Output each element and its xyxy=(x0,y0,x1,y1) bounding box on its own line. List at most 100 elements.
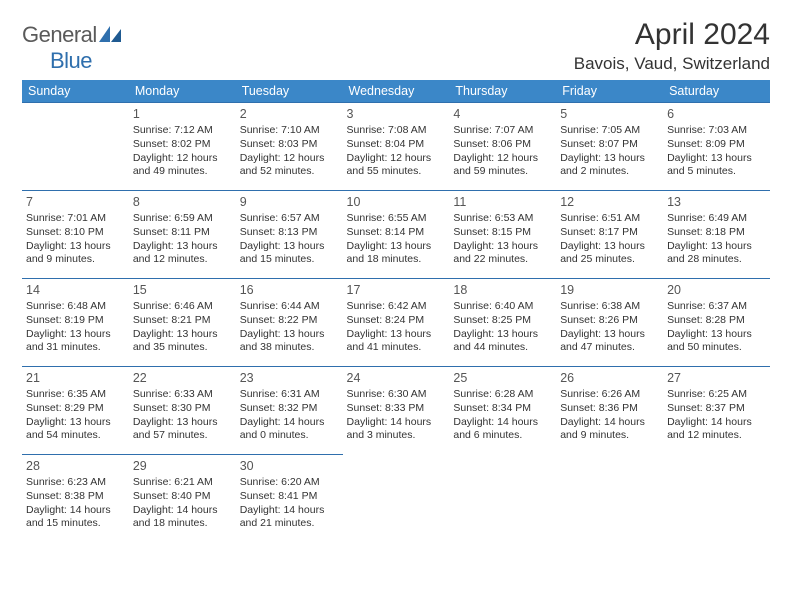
day-cell: 3Sunrise: 7:08 AMSunset: 8:04 PMDaylight… xyxy=(343,103,450,191)
sunset-line: Sunset: 8:09 PM xyxy=(667,138,766,152)
day-cell: 20Sunrise: 6:37 AMSunset: 8:28 PMDayligh… xyxy=(663,279,770,367)
day-number: 14 xyxy=(26,282,125,298)
daylight-line-2: and 49 minutes. xyxy=(133,165,232,179)
daylight-line-1: Daylight: 12 hours xyxy=(453,152,552,166)
daylight-line-2: and 52 minutes. xyxy=(240,165,339,179)
daylight-line-1: Daylight: 14 hours xyxy=(667,416,766,430)
daylight-line-2: and 12 minutes. xyxy=(133,253,232,267)
day-number: 23 xyxy=(240,370,339,386)
daylight-line-2: and 41 minutes. xyxy=(347,341,446,355)
sunrise-line: Sunrise: 6:42 AM xyxy=(347,300,446,314)
weekday-header-row: SundayMondayTuesdayWednesdayThursdayFrid… xyxy=(22,80,770,103)
daylight-line-2: and 44 minutes. xyxy=(453,341,552,355)
daylight-line-2: and 28 minutes. xyxy=(667,253,766,267)
sunset-line: Sunset: 8:24 PM xyxy=(347,314,446,328)
daylight-line-1: Daylight: 14 hours xyxy=(240,504,339,518)
daylight-line-2: and 6 minutes. xyxy=(453,429,552,443)
sunset-line: Sunset: 8:38 PM xyxy=(26,490,125,504)
day-number: 21 xyxy=(26,370,125,386)
sunset-line: Sunset: 8:29 PM xyxy=(26,402,125,416)
weekday-saturday: Saturday xyxy=(663,80,770,103)
daylight-line-1: Daylight: 13 hours xyxy=(560,328,659,342)
sunset-line: Sunset: 8:41 PM xyxy=(240,490,339,504)
daylight-line-2: and 15 minutes. xyxy=(240,253,339,267)
sunset-line: Sunset: 8:36 PM xyxy=(560,402,659,416)
sunrise-line: Sunrise: 6:40 AM xyxy=(453,300,552,314)
weekday-sunday: Sunday xyxy=(22,80,129,103)
daylight-line-2: and 15 minutes. xyxy=(26,517,125,531)
daylight-line-2: and 21 minutes. xyxy=(240,517,339,531)
daylight-line-1: Daylight: 13 hours xyxy=(667,328,766,342)
day-number: 8 xyxy=(133,194,232,210)
logo-text: GeneralBlue xyxy=(22,22,121,74)
month-title: April 2024 xyxy=(574,18,770,52)
daylight-line-2: and 9 minutes. xyxy=(560,429,659,443)
day-cell: 11Sunrise: 6:53 AMSunset: 8:15 PMDayligh… xyxy=(449,191,556,279)
weekday-monday: Monday xyxy=(129,80,236,103)
weekday-wednesday: Wednesday xyxy=(343,80,450,103)
day-cell: 9Sunrise: 6:57 AMSunset: 8:13 PMDaylight… xyxy=(236,191,343,279)
day-cell: 6Sunrise: 7:03 AMSunset: 8:09 PMDaylight… xyxy=(663,103,770,191)
sunset-line: Sunset: 8:10 PM xyxy=(26,226,125,240)
sunset-line: Sunset: 8:15 PM xyxy=(453,226,552,240)
daylight-line-2: and 9 minutes. xyxy=(26,253,125,267)
title-block: April 2024 Bavois, Vaud, Switzerland xyxy=(574,18,770,74)
sunrise-line: Sunrise: 7:03 AM xyxy=(667,124,766,138)
daylight-line-1: Daylight: 13 hours xyxy=(453,328,552,342)
day-number: 30 xyxy=(240,458,339,474)
daylight-line-2: and 47 minutes. xyxy=(560,341,659,355)
daylight-line-1: Daylight: 13 hours xyxy=(133,416,232,430)
daylight-line-1: Daylight: 14 hours xyxy=(240,416,339,430)
logo-word-2: Blue xyxy=(50,48,92,73)
sunrise-line: Sunrise: 6:23 AM xyxy=(26,476,125,490)
day-number: 5 xyxy=(560,106,659,122)
logo: GeneralBlue xyxy=(22,22,121,74)
sunrise-line: Sunrise: 6:59 AM xyxy=(133,212,232,226)
day-number: 25 xyxy=(453,370,552,386)
sunrise-line: Sunrise: 6:31 AM xyxy=(240,388,339,402)
sunset-line: Sunset: 8:25 PM xyxy=(453,314,552,328)
day-cell: 4Sunrise: 7:07 AMSunset: 8:06 PMDaylight… xyxy=(449,103,556,191)
daylight-line-1: Daylight: 14 hours xyxy=(560,416,659,430)
sunset-line: Sunset: 8:11 PM xyxy=(133,226,232,240)
sunrise-line: Sunrise: 7:05 AM xyxy=(560,124,659,138)
day-number: 11 xyxy=(453,194,552,210)
day-cell: 24Sunrise: 6:30 AMSunset: 8:33 PMDayligh… xyxy=(343,367,450,455)
day-cell: 21Sunrise: 6:35 AMSunset: 8:29 PMDayligh… xyxy=(22,367,129,455)
day-number: 28 xyxy=(26,458,125,474)
daylight-line-1: Daylight: 13 hours xyxy=(26,328,125,342)
calendar-body: 1Sunrise: 7:12 AMSunset: 8:02 PMDaylight… xyxy=(22,103,770,543)
sunset-line: Sunset: 8:14 PM xyxy=(347,226,446,240)
sunset-line: Sunset: 8:37 PM xyxy=(667,402,766,416)
day-number: 26 xyxy=(560,370,659,386)
sunset-line: Sunset: 8:13 PM xyxy=(240,226,339,240)
sunrise-line: Sunrise: 6:25 AM xyxy=(667,388,766,402)
weekday-tuesday: Tuesday xyxy=(236,80,343,103)
daylight-line-2: and 5 minutes. xyxy=(667,165,766,179)
sunset-line: Sunset: 8:28 PM xyxy=(667,314,766,328)
daylight-line-2: and 57 minutes. xyxy=(133,429,232,443)
sunset-line: Sunset: 8:06 PM xyxy=(453,138,552,152)
sunrise-line: Sunrise: 6:49 AM xyxy=(667,212,766,226)
logo-sail-icon xyxy=(99,22,121,48)
day-cell: 1Sunrise: 7:12 AMSunset: 8:02 PMDaylight… xyxy=(129,103,236,191)
daylight-line-1: Daylight: 13 hours xyxy=(133,240,232,254)
day-cell: 18Sunrise: 6:40 AMSunset: 8:25 PMDayligh… xyxy=(449,279,556,367)
sunrise-line: Sunrise: 6:53 AM xyxy=(453,212,552,226)
daylight-line-1: Daylight: 13 hours xyxy=(560,240,659,254)
daylight-line-1: Daylight: 13 hours xyxy=(560,152,659,166)
day-cell: 16Sunrise: 6:44 AMSunset: 8:22 PMDayligh… xyxy=(236,279,343,367)
empty-cell xyxy=(22,103,129,191)
daylight-line-2: and 54 minutes. xyxy=(26,429,125,443)
sunrise-line: Sunrise: 7:12 AM xyxy=(133,124,232,138)
day-cell: 30Sunrise: 6:20 AMSunset: 8:41 PMDayligh… xyxy=(236,455,343,543)
day-number: 29 xyxy=(133,458,232,474)
day-cell: 5 Sunrise: 7:05 AMSunset: 8:07 PMDaylight… xyxy=(556,103,663,191)
sunset-line: Sunset: 8:07 PM xyxy=(560,138,659,152)
sunset-line: Sunset: 8:40 PM xyxy=(133,490,232,504)
day-number: 1 xyxy=(133,106,232,122)
day-cell: 7Sunrise: 7:01 AMSunset: 8:10 PMDaylight… xyxy=(22,191,129,279)
empty-cell xyxy=(449,455,556,543)
daylight-line-2: and 38 minutes. xyxy=(240,341,339,355)
day-number: 15 xyxy=(133,282,232,298)
